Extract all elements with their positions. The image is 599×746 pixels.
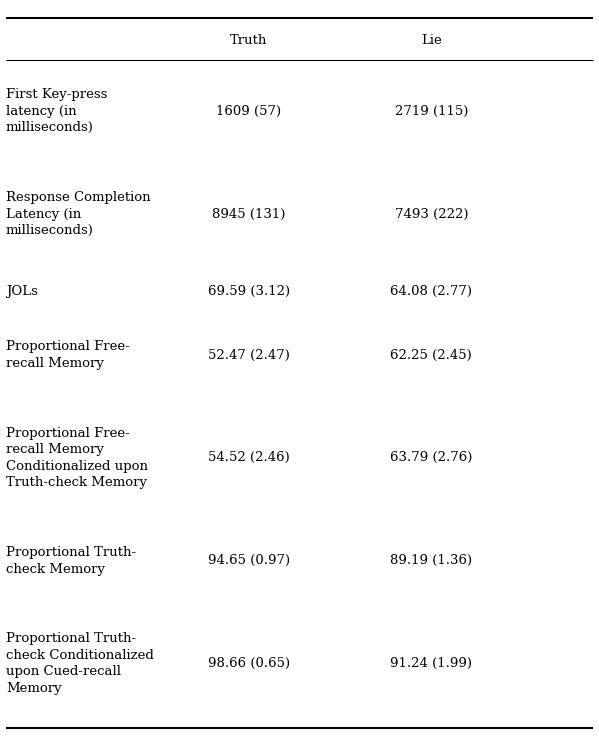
Text: 63.79 (2.76): 63.79 (2.76) <box>390 451 473 465</box>
Text: 89.19 (1.36): 89.19 (1.36) <box>390 554 473 567</box>
Text: 62.25 (2.45): 62.25 (2.45) <box>391 348 472 362</box>
Text: 64.08 (2.77): 64.08 (2.77) <box>391 285 472 298</box>
Text: 69.59 (3.12): 69.59 (3.12) <box>207 285 290 298</box>
Text: Proportional Free-
recall Memory: Proportional Free- recall Memory <box>6 340 130 370</box>
Text: Truth: Truth <box>230 34 267 46</box>
Text: 54.52 (2.46): 54.52 (2.46) <box>208 451 289 465</box>
Text: Response Completion
Latency (in
milliseconds): Response Completion Latency (in millisec… <box>6 191 150 237</box>
Text: JOLs: JOLs <box>6 285 38 298</box>
Text: 52.47 (2.47): 52.47 (2.47) <box>208 348 289 362</box>
Text: 98.66 (0.65): 98.66 (0.65) <box>207 657 290 670</box>
Text: 2719 (115): 2719 (115) <box>395 105 468 118</box>
Text: Proportional Free-
recall Memory
Conditionalized upon
Truth-check Memory: Proportional Free- recall Memory Conditi… <box>6 427 148 489</box>
Text: 94.65 (0.97): 94.65 (0.97) <box>207 554 290 567</box>
Text: 91.24 (1.99): 91.24 (1.99) <box>391 657 472 670</box>
Text: First Key-press
latency (in
milliseconds): First Key-press latency (in milliseconds… <box>6 89 107 134</box>
Text: 8945 (131): 8945 (131) <box>212 207 285 221</box>
Text: Proportional Truth-
check Memory: Proportional Truth- check Memory <box>6 546 136 575</box>
Text: 7493 (222): 7493 (222) <box>395 207 468 221</box>
Text: Lie: Lie <box>421 34 441 46</box>
Text: 1609 (57): 1609 (57) <box>216 105 281 118</box>
Text: Proportional Truth-
check Conditionalized
upon Cued-recall
Memory: Proportional Truth- check Conditionalize… <box>6 633 154 695</box>
